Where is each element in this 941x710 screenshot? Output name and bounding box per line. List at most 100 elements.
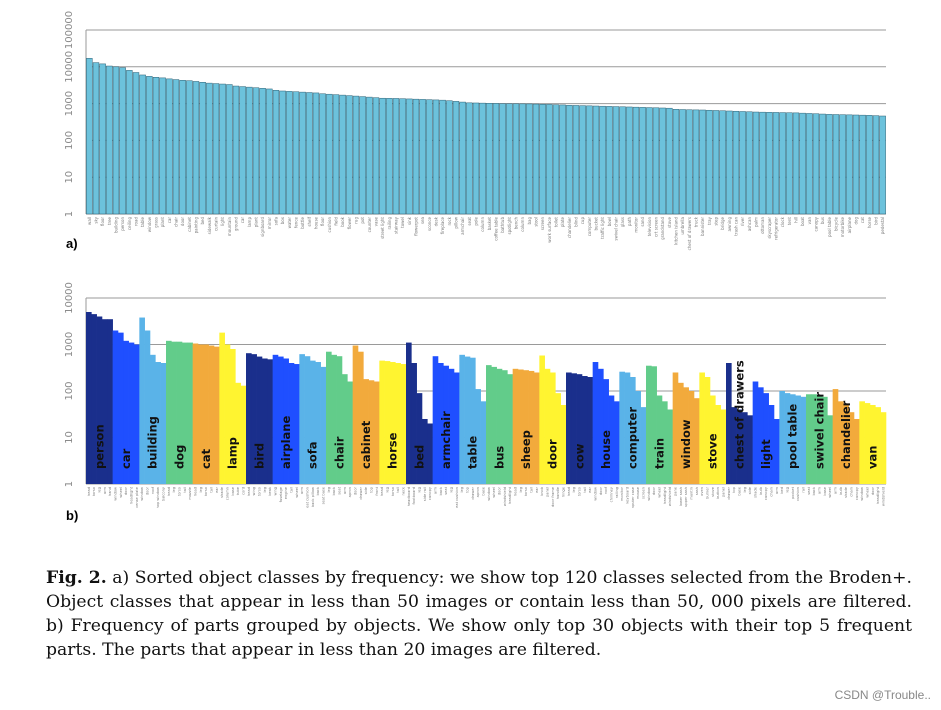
chart-a-x-tick-label: tent <box>787 217 792 226</box>
chart-b-part-label: bulb <box>839 486 843 495</box>
chart-b-bar <box>358 351 364 484</box>
chart-b-bar <box>875 407 881 484</box>
chart-b-part-label: wheel <box>492 487 496 498</box>
chart-b-part-label: canopy <box>428 486 432 500</box>
chart-a-x-tick-label: armchair <box>460 217 465 235</box>
chart-a-bar <box>672 109 680 215</box>
chart-a-x-tick-label: ceiling <box>127 217 132 231</box>
chart-a-bar <box>279 90 286 215</box>
chart-b-bar <box>416 393 423 484</box>
chart-a-x-tick-label: bridge <box>720 216 725 229</box>
chart-b-part-label: top <box>370 486 374 493</box>
chart-b-bar <box>208 345 215 484</box>
chart-a-bar <box>299 91 306 215</box>
chart-a-bar <box>252 87 260 215</box>
chart-b-part-label: leg <box>386 487 390 493</box>
chart-a-bar <box>566 105 573 215</box>
chart-b-bar <box>118 332 124 484</box>
chart-b-part-label: arm <box>300 487 304 495</box>
chart-b-part-label: window <box>140 487 144 501</box>
chart-b-bar <box>134 344 140 484</box>
chart-a-bar <box>439 99 446 215</box>
chart-a-bar <box>399 98 406 215</box>
chart-a-bar <box>426 99 433 215</box>
chart-b-bar <box>230 349 236 484</box>
chart-b-y-tick-label: 1 <box>64 481 75 487</box>
chart-b-part-label: panel <box>722 487 726 497</box>
chart-a-bar <box>586 105 593 215</box>
chart-b-bar <box>203 344 209 484</box>
chart-b-part-label: door <box>146 486 150 495</box>
chart-b-part-label: bed <box>780 487 784 494</box>
chart-b-bar <box>192 343 199 484</box>
chart-a-x-tick-label: bench <box>514 217 519 230</box>
chart-a-bar <box>446 100 453 215</box>
chart-b-part-label: lower sash <box>679 487 683 506</box>
chart-b-bar <box>624 372 631 484</box>
chart-b-part-label: chimney <box>610 486 614 502</box>
chart-a-x-tick-label: pot <box>360 217 365 224</box>
chart-a-bar <box>259 88 266 215</box>
chart-a-x-tick-label: bird <box>874 217 879 225</box>
chart-a-bar <box>459 101 466 215</box>
chart-a-bar <box>812 113 820 215</box>
chart-b-part-label: leg <box>460 487 464 493</box>
chart-b-part-label: seat <box>807 486 811 494</box>
chart-b-y-tick-label: 100 <box>64 381 75 400</box>
chart-a-x-tick-label: railing <box>387 217 392 230</box>
chart-b-bar <box>843 404 849 484</box>
chart-b-part-label: wheel <box>119 487 123 498</box>
chart-b-part-label: leg <box>450 487 454 493</box>
chart-b-bar <box>96 316 103 484</box>
chart-b-part-label: windshield <box>503 487 507 506</box>
chart-b-bar <box>784 393 791 484</box>
chart-b-bar <box>352 345 359 484</box>
caption-fig-label: Fig. 2. <box>46 568 107 588</box>
chart-a-bar <box>726 110 733 215</box>
chart-b-bar <box>763 393 769 484</box>
chart-a-bar <box>412 98 420 215</box>
chart-a-bar <box>846 114 853 215</box>
chart-a-x-tick-label: tree <box>107 216 112 225</box>
chart-b-bar <box>512 368 519 484</box>
chart-a-bar <box>519 103 526 215</box>
chart-a-x-tick-label: pillow <box>454 216 459 228</box>
chart-a-bar <box>139 74 146 215</box>
chart-a-x-tick-label: chest of drawers <box>687 217 692 250</box>
chart-b-bar <box>715 404 721 484</box>
chart-a-bar <box>579 105 586 215</box>
chart-b-bar <box>102 319 108 484</box>
chart-a-bar <box>626 106 633 215</box>
chart-a-bar <box>326 93 333 215</box>
chart-a-x-tick-label: trash can <box>734 217 739 236</box>
chart-b-part-label: arm <box>103 487 107 495</box>
chart-b-bar <box>219 332 225 484</box>
chart-a-x-tick-label: cup <box>580 217 585 225</box>
chart-b-part-label: apron <box>476 487 480 497</box>
chart-a-x-tick-label: signboard <box>260 217 265 237</box>
chart-b-part-label: railing <box>615 487 619 498</box>
chart-b-part-label: torso <box>178 487 182 496</box>
chart-b-bar <box>870 404 876 484</box>
chart-b-bar <box>758 387 764 484</box>
chart-a-bar <box>526 103 533 215</box>
chart-b-group-label: building <box>146 416 160 469</box>
chart-a-bar <box>366 96 373 215</box>
chart-b-group-label: computer <box>626 407 640 469</box>
chart-b-part-label: shade <box>844 486 848 498</box>
chart-b-bar <box>742 412 748 484</box>
chart-a-y-tick-label: 10 <box>64 171 75 184</box>
chart-b-part-label: window <box>860 487 864 501</box>
chart-a-bar <box>732 110 740 215</box>
chart-a-bar <box>479 102 486 215</box>
chart-a-bar <box>199 82 206 215</box>
chart-b-bar <box>123 340 129 484</box>
chart-a-bar <box>286 91 293 215</box>
chart-b-bar <box>688 391 695 484</box>
chart-b-bar <box>251 354 257 484</box>
chart-b-bar <box>379 360 385 484</box>
chart-a-bar <box>232 85 240 215</box>
chart-a-x-tick-label: bicycle <box>834 216 839 231</box>
chart-a-bar <box>539 104 546 215</box>
